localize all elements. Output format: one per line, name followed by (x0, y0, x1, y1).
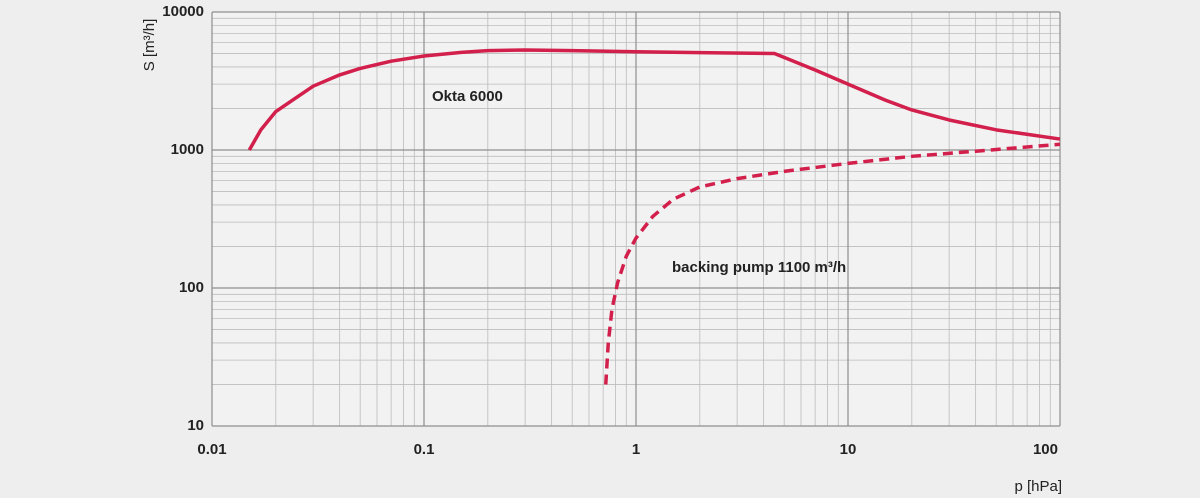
x-axis-label: p [hPa] (1014, 478, 1062, 495)
y-tick-label: 10000 (162, 3, 204, 20)
y-axis-label: S [m³/h] (141, 19, 158, 72)
x-tick-label: 100 (1033, 441, 1058, 458)
y-tick-label: 1000 (171, 141, 204, 158)
series-line (247, 48, 1061, 151)
series-line (604, 142, 1061, 385)
y-tick-label: 100 (179, 279, 204, 296)
series-label: Okta 6000 (432, 88, 503, 105)
series-label: backing pump 1100 m³/h (672, 259, 846, 276)
x-tick-label: 10 (840, 441, 857, 458)
x-tick-label: 0.01 (197, 441, 226, 458)
y-tick-label: 10 (187, 417, 204, 434)
x-tick-label: 1 (632, 441, 640, 458)
x-tick-label: 0.1 (414, 441, 435, 458)
